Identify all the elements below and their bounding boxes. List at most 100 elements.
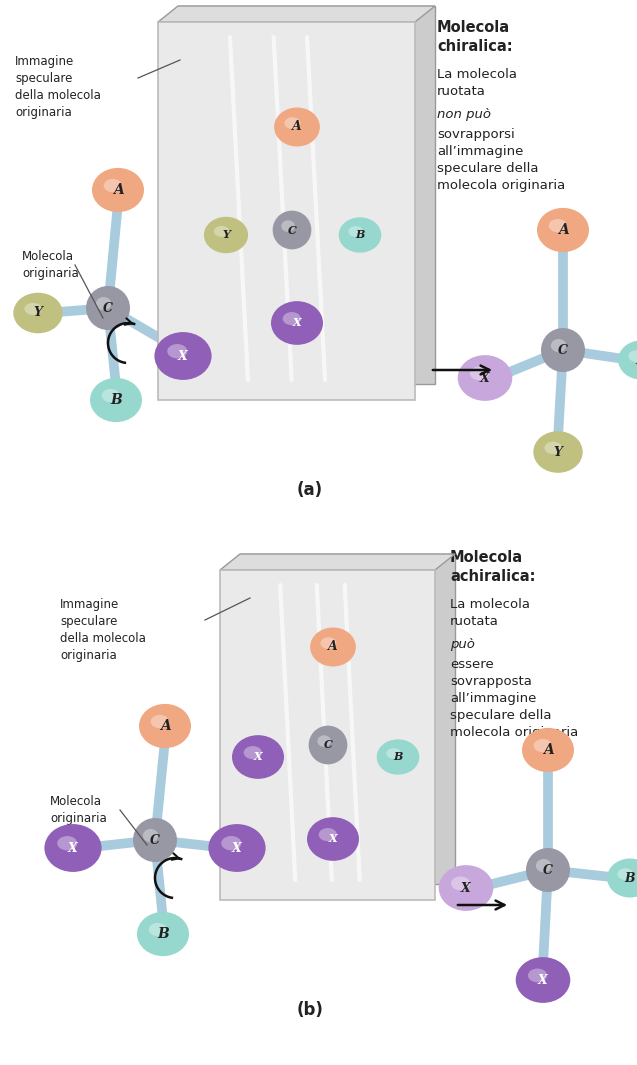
Ellipse shape (24, 302, 41, 315)
Ellipse shape (618, 341, 637, 379)
Ellipse shape (528, 968, 547, 982)
Ellipse shape (470, 366, 489, 380)
Ellipse shape (154, 332, 211, 380)
Ellipse shape (320, 637, 336, 649)
Polygon shape (158, 6, 435, 22)
Text: X: X (480, 372, 490, 384)
Text: A: A (328, 640, 338, 654)
Text: C: C (558, 344, 568, 357)
Ellipse shape (458, 355, 512, 400)
Text: X: X (538, 973, 548, 986)
Ellipse shape (104, 179, 122, 192)
Text: Molecola
originaria: Molecola originaria (22, 250, 79, 280)
Ellipse shape (273, 211, 311, 249)
Text: Immagine
speculare
della molecola
originaria: Immagine speculare della molecola origin… (60, 599, 146, 662)
Ellipse shape (204, 217, 248, 253)
Ellipse shape (534, 739, 552, 752)
Ellipse shape (617, 868, 633, 880)
Ellipse shape (244, 747, 262, 759)
Ellipse shape (551, 339, 566, 353)
Ellipse shape (284, 117, 301, 129)
Text: B: B (110, 393, 122, 407)
Polygon shape (158, 22, 415, 400)
Text: (b): (b) (297, 1001, 324, 1019)
Ellipse shape (516, 957, 570, 1003)
Text: C: C (150, 834, 160, 847)
Text: C: C (543, 864, 553, 876)
Ellipse shape (45, 824, 101, 872)
Ellipse shape (533, 431, 583, 473)
Text: C: C (103, 301, 113, 314)
Ellipse shape (139, 704, 191, 748)
Text: X: X (329, 834, 338, 845)
Ellipse shape (522, 727, 574, 772)
Ellipse shape (143, 829, 159, 842)
Text: B: B (157, 927, 169, 941)
Text: A: A (113, 183, 124, 197)
Ellipse shape (102, 389, 120, 403)
Text: B: B (625, 871, 635, 885)
Ellipse shape (348, 226, 363, 236)
Polygon shape (178, 6, 435, 384)
Ellipse shape (151, 715, 169, 728)
Ellipse shape (271, 301, 323, 345)
Text: X: X (232, 841, 242, 854)
Ellipse shape (548, 219, 567, 232)
Text: Molecola
achiralica:: Molecola achiralica: (450, 550, 536, 584)
Text: X: X (254, 752, 262, 763)
Ellipse shape (214, 226, 229, 236)
Text: X: X (292, 317, 301, 328)
Text: A: A (160, 719, 170, 733)
Text: (a): (a) (297, 481, 323, 499)
Text: C: C (324, 739, 333, 751)
Ellipse shape (86, 286, 130, 330)
Ellipse shape (386, 748, 401, 758)
Ellipse shape (541, 328, 585, 372)
Ellipse shape (137, 912, 189, 956)
Text: C: C (287, 225, 296, 235)
Ellipse shape (439, 865, 493, 911)
Ellipse shape (208, 824, 266, 872)
Ellipse shape (536, 859, 551, 872)
Ellipse shape (309, 725, 347, 765)
Text: La molecola
ruotata: La molecola ruotata (437, 68, 517, 98)
Ellipse shape (168, 344, 187, 359)
Ellipse shape (283, 312, 301, 325)
Ellipse shape (57, 836, 77, 850)
Text: sovrapporsi
all’immagine
speculare della
molecola originaria: sovrapporsi all’immagine speculare della… (437, 128, 565, 192)
Ellipse shape (545, 442, 562, 454)
Polygon shape (220, 554, 455, 570)
Text: Molecola
originaria: Molecola originaria (50, 794, 107, 825)
Ellipse shape (339, 217, 382, 252)
Text: A: A (557, 223, 568, 237)
Ellipse shape (307, 817, 359, 861)
Ellipse shape (310, 627, 356, 667)
Ellipse shape (96, 297, 111, 310)
Text: Molecola
chiralica:: Molecola chiralica: (437, 20, 513, 53)
Text: Y: Y (34, 307, 43, 320)
Ellipse shape (318, 829, 337, 841)
Ellipse shape (90, 378, 142, 422)
Ellipse shape (317, 735, 331, 747)
Ellipse shape (274, 108, 320, 147)
Text: può: può (450, 638, 475, 651)
Text: non può: non può (437, 108, 491, 121)
Ellipse shape (148, 923, 167, 936)
Text: essere
sovrapposta
all’immagine
speculare della
molecola originaria: essere sovrapposta all’immagine specular… (450, 658, 578, 739)
Text: X: X (178, 349, 188, 362)
Ellipse shape (92, 168, 144, 212)
Text: X: X (68, 841, 78, 854)
Text: A: A (543, 743, 554, 757)
Polygon shape (240, 554, 455, 884)
Ellipse shape (629, 350, 637, 362)
Ellipse shape (232, 735, 284, 779)
Ellipse shape (376, 739, 419, 774)
Ellipse shape (13, 293, 62, 333)
Text: La molecola
ruotata: La molecola ruotata (450, 599, 530, 628)
Ellipse shape (282, 220, 295, 232)
Text: X: X (461, 882, 471, 895)
Text: B: B (393, 752, 403, 763)
Ellipse shape (607, 858, 637, 898)
Polygon shape (220, 570, 435, 900)
Text: Y: Y (222, 229, 230, 241)
